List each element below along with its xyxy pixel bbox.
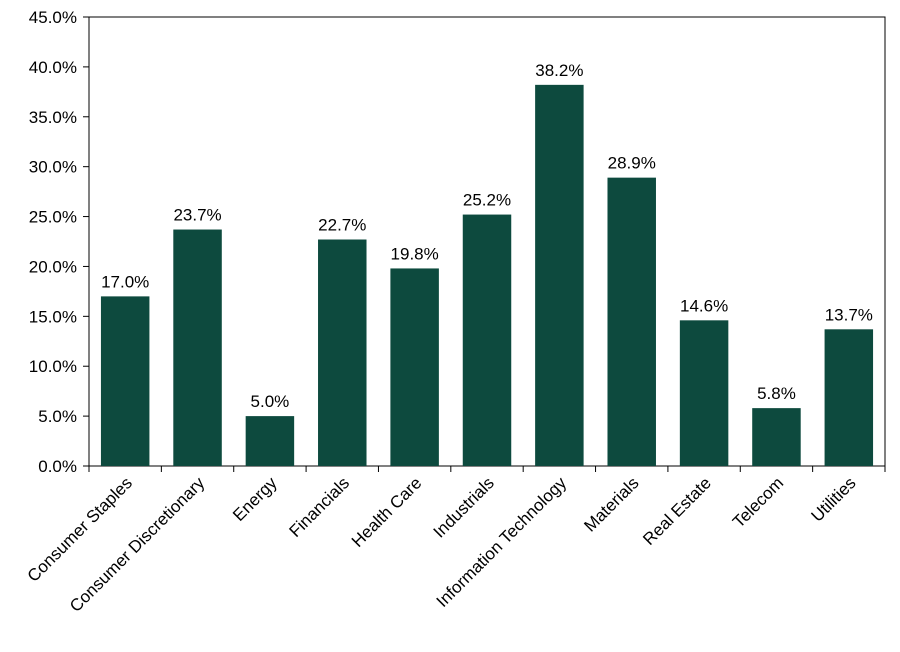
category-label: Telecom <box>729 473 787 531</box>
y-tick-label: 30.0% <box>29 158 77 177</box>
category-label: Materials <box>580 473 642 535</box>
y-tick-label: 25.0% <box>29 208 77 227</box>
data-label: 22.7% <box>318 216 366 235</box>
y-tick-label: 20.0% <box>29 257 77 276</box>
data-label: 17.0% <box>101 272 149 291</box>
y-tick-label: 40.0% <box>29 58 77 77</box>
y-tick-label: 45.0% <box>29 8 77 27</box>
data-label: 5.8% <box>757 384 796 403</box>
bar <box>318 239 367 466</box>
data-label: 14.6% <box>680 296 728 315</box>
category-label: Consumer Discretionary <box>66 473 209 616</box>
data-label: 23.7% <box>173 206 221 225</box>
bar <box>752 408 801 466</box>
bar <box>824 329 874 466</box>
y-tick-label: 0.0% <box>38 457 77 476</box>
y-tick-label: 15.0% <box>29 307 77 326</box>
bar <box>245 416 295 466</box>
data-label: 13.7% <box>825 305 873 324</box>
y-tick-label: 5.0% <box>38 407 77 426</box>
y-tick-label: 35.0% <box>29 108 77 127</box>
category-label: Information Technology <box>433 473 571 611</box>
data-label: 38.2% <box>535 61 583 80</box>
category-label: Financials <box>286 473 354 541</box>
bar <box>607 177 656 467</box>
data-label: 19.8% <box>391 244 439 263</box>
data-label: 5.0% <box>251 392 290 411</box>
bar <box>462 214 512 466</box>
bar <box>535 84 584 467</box>
category-label: Utilities <box>807 473 859 525</box>
category-label: Energy <box>229 473 281 525</box>
category-label: Industrials <box>430 473 498 541</box>
data-label: 25.2% <box>463 191 511 210</box>
y-tick-label: 10.0% <box>29 357 77 376</box>
data-label: 28.9% <box>608 154 656 173</box>
category-label: Health Care <box>348 473 426 551</box>
category-label: Real Estate <box>639 473 715 549</box>
bar <box>173 229 222 466</box>
bar <box>679 320 729 466</box>
bar <box>100 296 150 466</box>
bar <box>390 268 439 466</box>
